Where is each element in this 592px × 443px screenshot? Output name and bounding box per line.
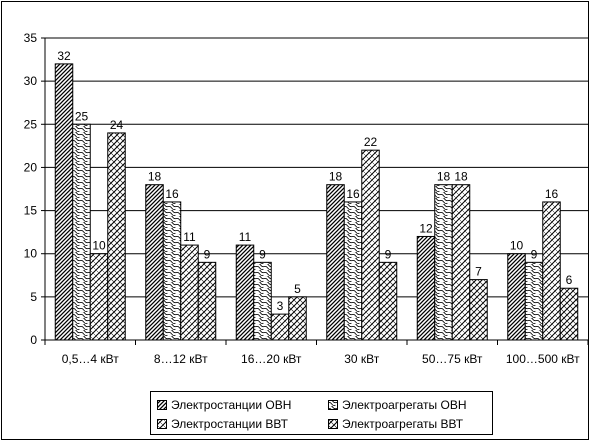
data-label: 16 <box>545 187 559 201</box>
data-label: 11 <box>239 230 252 244</box>
x-tick-label: 16…20 кВт <box>241 352 302 366</box>
gridlines <box>45 37 588 298</box>
legend-label-3: Электростанции ВВТ <box>171 417 288 431</box>
bar-series-4 <box>288 296 307 341</box>
bar-series-4 <box>559 287 579 341</box>
bar-series-1 <box>145 184 164 341</box>
y-tick-label: 10 <box>24 247 38 261</box>
data-label: 9 <box>531 247 538 261</box>
data-label: 18 <box>329 170 343 184</box>
legend: Электростанции ОВН Электроагрегаты ОВН Э… <box>150 391 493 435</box>
data-label: 18 <box>437 170 451 184</box>
x-tick-label: 30 кВт <box>344 352 380 366</box>
data-label: 18 <box>148 170 162 184</box>
y-tick-label: 35 <box>24 31 38 45</box>
bar-series-1 <box>507 253 526 341</box>
data-label: 7 <box>475 265 482 279</box>
legend-swatch-2 <box>328 400 338 410</box>
x-tick-label: 50…75 кВт <box>422 352 483 366</box>
y-tick-label: 5 <box>30 290 37 304</box>
bar-series-3 <box>361 149 380 341</box>
legend-swatch-1 <box>157 400 167 410</box>
bar-series-3 <box>89 253 109 341</box>
data-label: 5 <box>294 282 301 296</box>
bar-series-2 <box>253 261 272 341</box>
data-label: 9 <box>259 247 266 261</box>
x-tick-label: 8…12 кВт <box>154 352 208 366</box>
data-label: 16 <box>346 187 360 201</box>
bar-series-3 <box>270 313 290 341</box>
legend-label-1: Электростанции ОВН <box>171 398 292 412</box>
data-label: 10 <box>92 239 106 253</box>
data-label: 24 <box>110 118 124 132</box>
legend-item-2: Электроагрегаты ОВН <box>328 397 467 413</box>
bar-series-2 <box>524 261 544 341</box>
bar-series-1 <box>416 235 436 341</box>
data-label: 10 <box>510 239 524 253</box>
legend-item-3: Электростанции ВВТ <box>157 416 288 432</box>
data-label: 11 <box>183 230 196 244</box>
legend-item-4: Электроагрегаты ВВТ <box>328 416 463 432</box>
data-label: 16 <box>165 187 179 201</box>
data-label: 32 <box>57 49 71 63</box>
bar-series-4 <box>378 261 398 341</box>
data-label: 25 <box>75 109 89 123</box>
y-tick-label: 15 <box>24 204 38 218</box>
bar-series-3 <box>542 201 561 341</box>
bar-series-2 <box>343 201 363 341</box>
data-label: 12 <box>419 221 433 235</box>
legend-swatch-4 <box>328 419 338 429</box>
legend-label-4: Электроагрегаты ВВТ <box>342 417 464 431</box>
data-label: 18 <box>454 170 468 184</box>
legend-swatch-3 <box>157 419 167 429</box>
bar-series-2 <box>434 184 453 341</box>
y-tick-label: 30 <box>24 74 38 88</box>
legend-label-2: Электроагрегаты ОВН <box>342 398 467 412</box>
x-tick-label: 100…500 кВт <box>506 352 580 366</box>
bar-series-1 <box>54 63 74 341</box>
bar-series-4 <box>107 132 126 341</box>
bar-series-4 <box>469 279 488 341</box>
data-label: 9 <box>385 247 392 261</box>
data-label: 3 <box>277 299 284 313</box>
bar-series-1 <box>326 184 345 341</box>
bar-series-2 <box>162 201 182 341</box>
data-label: 9 <box>204 247 211 261</box>
y-tick-label: 25 <box>24 117 38 131</box>
bar-series-4 <box>197 261 217 341</box>
y-tick-label: 0 <box>30 333 37 347</box>
data-label: 22 <box>364 135 378 149</box>
x-tick-label: 0,5…4 кВт <box>62 352 120 366</box>
bar-series-1 <box>235 244 255 341</box>
bars <box>54 63 579 341</box>
legend-item-1: Электростанции ОВН <box>157 397 291 413</box>
bar-series-3 <box>451 184 471 341</box>
y-tick-label: 20 <box>24 160 38 174</box>
data-label: 6 <box>566 273 573 287</box>
bar-series-2 <box>72 123 91 341</box>
bar-series-3 <box>180 244 199 341</box>
